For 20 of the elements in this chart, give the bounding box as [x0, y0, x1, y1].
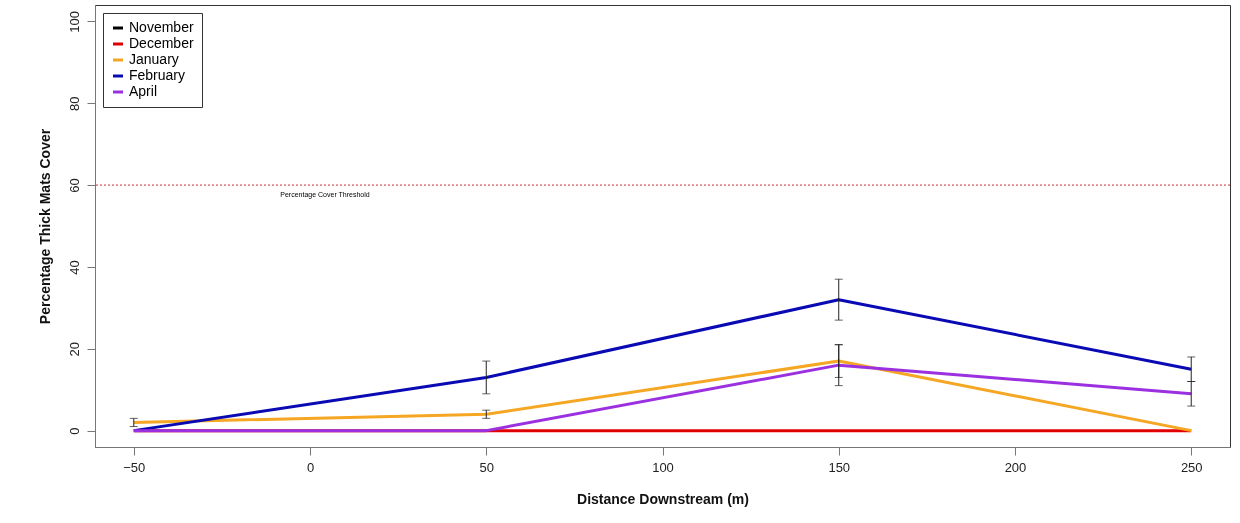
- y-tick-label: 40: [66, 260, 82, 275]
- legend-label: January: [129, 51, 179, 67]
- x-tick-label: 0: [306, 459, 315, 475]
- legend-label: February: [129, 67, 186, 83]
- x-tick-label: 250: [1180, 459, 1203, 475]
- x-tick-label: 200: [1004, 459, 1027, 475]
- x-tick-label: 100: [652, 459, 674, 475]
- legend-label: November: [129, 19, 194, 35]
- x-axis-title: Distance Downstream (m): [577, 490, 749, 507]
- y-tick-label: 80: [66, 96, 82, 111]
- x-tick-label: 50: [479, 459, 494, 475]
- y-tick-label: 100: [66, 11, 82, 33]
- x-tick-label: −50: [123, 459, 146, 475]
- y-tick-label: 60: [66, 178, 82, 193]
- legend-label: December: [129, 35, 194, 51]
- y-tick-label: 20: [66, 342, 82, 357]
- y-tick-label: 0: [66, 427, 82, 435]
- y-axis-title: Percentage Thick Mats Cover: [36, 128, 53, 325]
- legend-label: April: [129, 83, 158, 99]
- x-tick-label: 150: [828, 459, 851, 475]
